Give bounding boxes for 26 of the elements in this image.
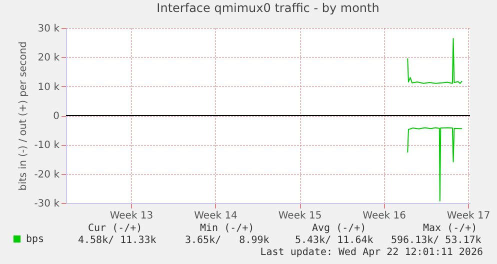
chart-title: Interface qmimux0 traffic - by month	[156, 1, 380, 15]
y-tick-label: -20 k	[34, 169, 60, 180]
y-tick-label: -10 k	[34, 140, 60, 152]
y-tick-label: -30 k	[34, 198, 60, 210]
y-tick-label: 10 k	[38, 82, 60, 93]
y-tick-label: 20 k	[38, 52, 60, 64]
y-tick-label: 30 k	[38, 24, 60, 34]
text: Avg (-/+)	[312, 223, 366, 234]
x-tick-label: Week 16	[362, 210, 406, 222]
x-tick-label: Week 17	[446, 210, 490, 222]
text: Min (-/+)	[200, 223, 254, 234]
text: 3.65k/ 8.99k	[185, 235, 270, 246]
text: Cur (-/+)	[88, 223, 142, 234]
x-tick-label: Week 14	[194, 210, 238, 222]
text: Max (-/+)	[423, 223, 478, 234]
text: 5.43k/ 11.64k	[295, 235, 374, 246]
x-tick-label: Week 13	[110, 210, 154, 222]
y-tick-label: 0	[53, 111, 60, 122]
text: 4.58k/ 11.33k	[78, 235, 156, 246]
text: 596.13k/ 53.17k	[391, 235, 482, 246]
text: Last update: Wed Apr 22 12:01:11 2026	[260, 247, 483, 258]
legend-label: bps	[26, 234, 44, 245]
line-series	[407, 38, 463, 84]
x-tick-label: Week 15	[278, 210, 322, 222]
y-axis-title: bits in (-) / out (+) per second	[18, 41, 30, 191]
line-series	[407, 127, 463, 202]
